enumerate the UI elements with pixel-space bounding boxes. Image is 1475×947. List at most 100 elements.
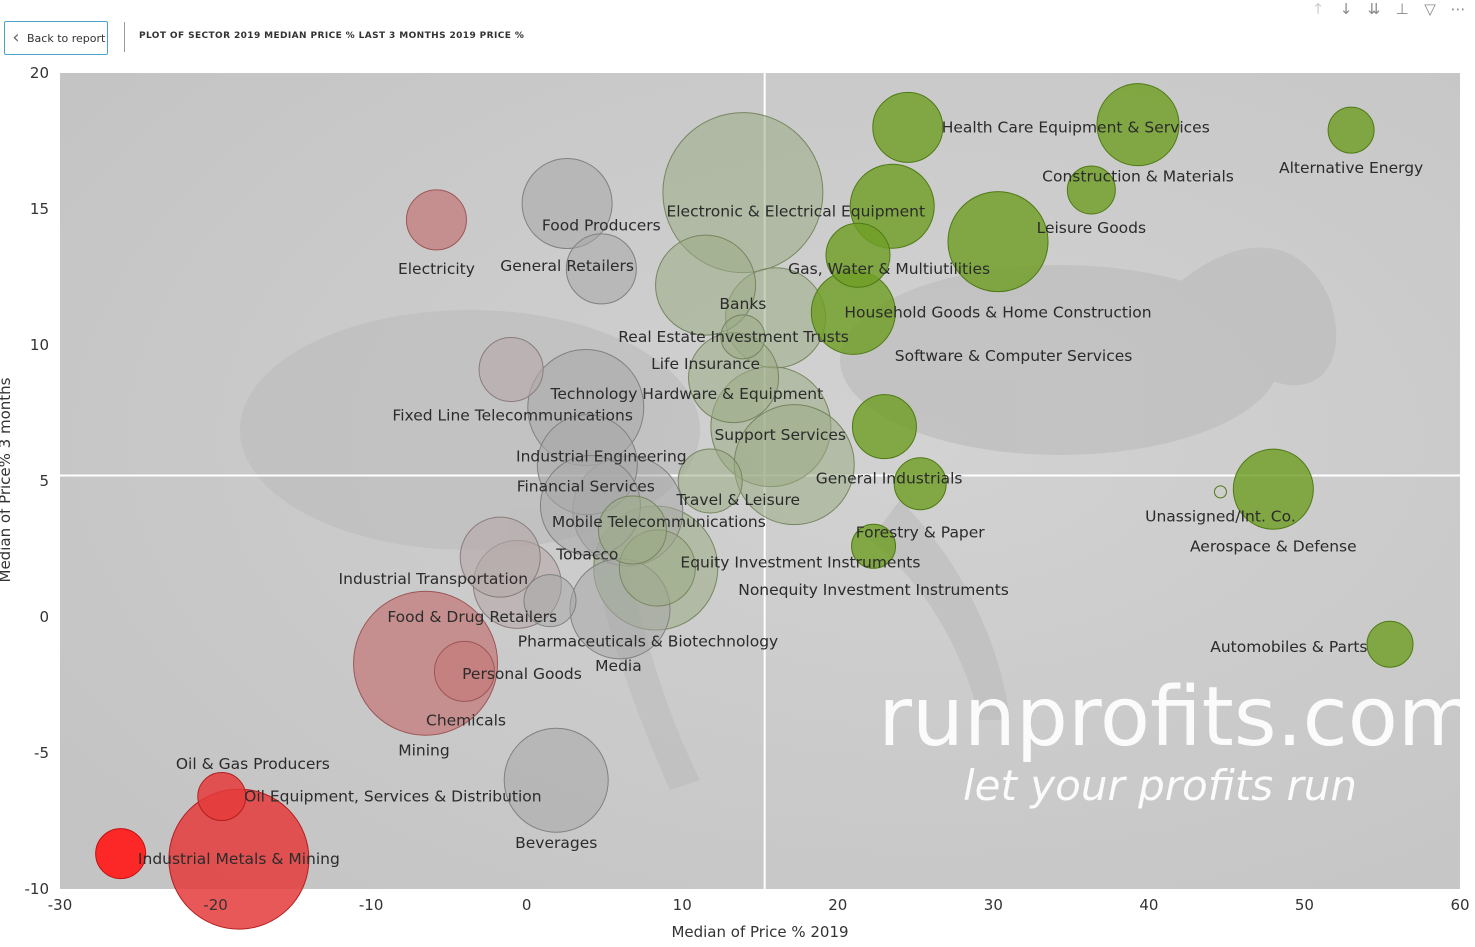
chevron-left-icon: ‹: [12, 27, 20, 48]
y-tick-label: 10: [30, 336, 49, 354]
watermark-line1: runprofits.com: [878, 670, 1475, 765]
back-to-report-label: Back to report: [27, 31, 106, 45]
bubble-label: Industrial Metals & Mining: [138, 850, 340, 868]
y-tick-label: -5: [34, 744, 49, 762]
back-to-report-button[interactable]: ‹ Back to report: [4, 21, 108, 55]
bubble-point[interactable]: [1096, 83, 1180, 167]
bubble-label: Mobile Telecommunications: [552, 513, 766, 531]
x-tick-label: 20: [828, 896, 847, 914]
bubble-point[interactable]: [1366, 620, 1414, 668]
x-tick-label: -20: [203, 896, 228, 914]
bubble-point[interactable]: [851, 523, 897, 569]
bubble-label: Technology Hardware & Equipment: [550, 385, 824, 403]
bubble-label: Fixed Line Telecommunications: [392, 407, 632, 425]
bubble-label: Life Insurance: [651, 355, 760, 373]
header-divider: [124, 22, 125, 52]
visual-title: PLOT OF SECTOR 2019 MEDIAN PRICE % LAST …: [139, 31, 525, 41]
x-axis-ticks: -30 -20 -10 0 10 20 30 40 50 60: [48, 896, 1470, 914]
bubble-label: Software & Computer Services: [895, 347, 1133, 365]
y-tick-label: 5: [39, 472, 49, 490]
bubble-point[interactable]: [197, 772, 247, 822]
bubble-point[interactable]: [597, 495, 667, 565]
y-tick-label: 20: [30, 64, 49, 82]
bubble-label: Pharmaceuticals & Biotechnology: [518, 632, 778, 650]
x-tick-label: 50: [1295, 896, 1314, 914]
bubble-label: Mining: [398, 741, 449, 759]
bubble-label: Oil & Gas Producers: [176, 755, 330, 773]
bubble-label: Oil Equipment, Services & Distribution: [244, 788, 541, 806]
hierarchy-icon[interactable]: ⊥: [1395, 0, 1409, 18]
double-arrow-down-icon[interactable]: ⇊: [1367, 0, 1381, 18]
bubble-label: Construction & Materials: [1042, 167, 1234, 185]
more-icon[interactable]: ⋯: [1450, 0, 1466, 18]
filter-icon[interactable]: ▽: [1424, 0, 1436, 18]
bubble-point[interactable]: [503, 727, 609, 833]
bubble-point[interactable]: [677, 448, 743, 514]
bubble-point[interactable]: [1232, 448, 1314, 530]
bubble-point[interactable]: [523, 574, 577, 628]
bubble-point[interactable]: [825, 222, 891, 288]
x-tick-label: -30: [48, 896, 73, 914]
bubble-label: Tobacco: [555, 545, 618, 563]
bubble-point[interactable]: [433, 640, 495, 702]
bubble-point[interactable]: [95, 828, 147, 880]
y-tick-label: 15: [30, 200, 49, 218]
bubble-label: Financial Services: [517, 477, 655, 495]
bubble-label: Travel & Leisure: [675, 491, 800, 509]
bubble-point[interactable]: [459, 516, 541, 598]
bubble-point[interactable]: [655, 234, 757, 336]
bubble-point[interactable]: [1327, 106, 1375, 154]
arrow-down-icon[interactable]: ↓: [1339, 0, 1353, 18]
bubble-label: Electronic & Electrical Equipment: [666, 203, 925, 221]
bubble-label: Banks: [719, 295, 766, 313]
bubble-label: Beverages: [515, 834, 597, 852]
bubble-label: Real Estate Investment Trusts: [618, 328, 849, 346]
bubble-point[interactable]: [851, 394, 917, 460]
bubble-label: Media: [595, 657, 642, 675]
x-tick-label: 30: [984, 896, 1003, 914]
bubble-point[interactable]: [521, 158, 613, 250]
x-axis-label: Median of Price % 2019: [671, 923, 848, 941]
bubble-label: General Industrials: [816, 469, 963, 487]
bubble-label: Equity Investment Instruments: [680, 554, 920, 572]
x-tick-label: 60: [1450, 896, 1469, 914]
bubble-label: Food Producers: [542, 216, 661, 234]
y-tick-label: -10: [25, 880, 50, 898]
bubble-label: Industrial Transportation: [339, 570, 529, 588]
bubble-label: Gas, Water & Multiutilities: [788, 260, 990, 278]
x-tick-label: 40: [1139, 896, 1158, 914]
bubble-label: Aerospace & Defense: [1190, 537, 1357, 555]
bubble-label: Automobiles & Parts: [1210, 638, 1367, 656]
bubble-label: Support Services: [714, 426, 846, 444]
bubble-label: Nonequity Investment Instruments: [738, 581, 1009, 599]
bubble-point[interactable]: [478, 336, 544, 402]
visual-toolbar: ↑ ↓ ⇊ ⊥ ▽ ⋯: [1309, 0, 1467, 18]
y-tick-label: 0: [39, 608, 49, 626]
x-tick-label: 0: [522, 896, 532, 914]
bubble-label: Electricity: [398, 260, 475, 278]
bubble-label: Industrial Engineering: [516, 448, 687, 466]
arrow-up-icon[interactable]: ↑: [1311, 0, 1325, 18]
bubble-label: General Retailers: [500, 257, 634, 275]
bubble-label: Food & Drug Retailers: [387, 608, 557, 626]
bubble-labels: Health Care Equipment & Services Alternat…: [138, 118, 1423, 868]
bubble-label: Unassigned/Int. Co.: [1145, 507, 1296, 525]
bubble-label: Personal Goods: [462, 665, 582, 683]
bubble-label: Chemicals: [426, 711, 506, 729]
bubble-label: Alternative Energy: [1279, 159, 1423, 177]
bubble-point[interactable]: [1213, 485, 1227, 499]
bubble-point[interactable]: [405, 189, 467, 251]
y-axis-label: Median of Price% 3 months: [0, 377, 14, 582]
watermark: runprofits.com let your profits run: [878, 670, 1475, 810]
bubble-point[interactable]: [947, 191, 1049, 293]
bubble-point[interactable]: [565, 233, 637, 305]
bubble-series: [95, 83, 1414, 930]
bubble-point[interactable]: [893, 457, 947, 511]
bubble-point[interactable]: [1066, 165, 1116, 215]
bubble-point[interactable]: [720, 314, 766, 360]
bubble-point[interactable]: [872, 91, 944, 163]
x-tick-label: -10: [359, 896, 384, 914]
x-tick-label: 10: [673, 896, 692, 914]
bubble-label: Household Goods & Home Construction: [844, 303, 1151, 321]
